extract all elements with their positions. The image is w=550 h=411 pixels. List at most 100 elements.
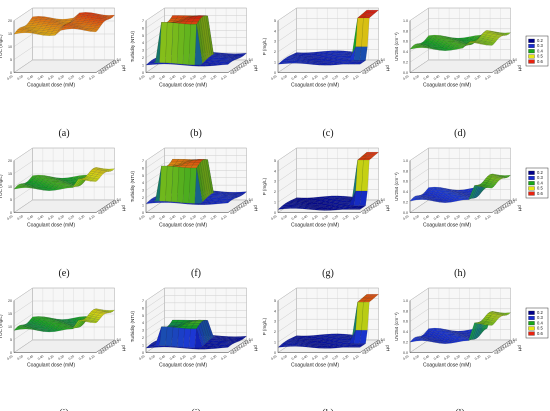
x-tick-label: 0.15 (484, 74, 492, 81)
grid-line (145, 287, 165, 301)
y-tick-label: 9.0 (381, 58, 386, 62)
y-tick-label: 6.5 (238, 205, 243, 209)
x-tick-label: 0.35 (311, 214, 319, 221)
x-tick-label: 0.15 (220, 74, 228, 81)
y-tick-label: 6.0 (368, 347, 373, 351)
z-tick-label: 3 (274, 180, 276, 184)
legend-entry: 0.2 (537, 170, 543, 175)
grid-line (409, 199, 429, 213)
grid-line (409, 287, 429, 301)
legend-entry: 0.5 (537, 54, 543, 59)
y-tick-label: 8.5 (511, 200, 516, 204)
x-tick-label: 0.25 (68, 74, 76, 81)
grid-line (13, 46, 33, 60)
surface-cell (353, 346, 363, 348)
x-tick-label: 0.15 (88, 74, 96, 81)
y-tick-label: 5.5 (366, 68, 371, 72)
panel-caption: (i) (59, 408, 68, 411)
y-tick-label: 7.0 (372, 344, 377, 348)
y-tick-label: 9.0 (381, 198, 386, 202)
z-axis-title: Turbidity (NTU) (130, 311, 135, 343)
y-tick-label: 6.0 (104, 347, 109, 351)
y-tick-label: 7.5 (242, 202, 247, 206)
x-tick-label: 0.50 (148, 354, 156, 361)
y-tick-label: 6.0 (368, 67, 373, 71)
z-tick-label: 20 (8, 299, 12, 303)
x-tick-label: 0.40 (433, 74, 441, 81)
chart-panel-11: 0 1 2 3 4 5 0.55 0.50 0.45 0.40 0.35 0.30 0.25 0.20 0.… (262, 287, 390, 411)
legend-entry: 0.4 (537, 180, 543, 185)
z-tick-label: 1 (274, 341, 276, 345)
x-tick-label: 0.50 (16, 354, 24, 361)
legend-entry: 0.5 (537, 326, 543, 331)
y-tick-label: 4.5 (362, 71, 367, 75)
y-tick-label: 8.0 (508, 201, 513, 205)
chart-panel-8: 0.00.20.40.60.81.00.55 0.50 0.45 0.40 0.35 0.… (394, 147, 522, 279)
x-tick-label: 0.45 (27, 214, 35, 221)
x-tick-label: 0.45 (159, 74, 167, 81)
grid-line (277, 7, 297, 21)
z-tick-label: 0.0 (403, 211, 408, 215)
x-tick-label: 0.50 (412, 214, 420, 221)
z-tick-label: 0.4 (403, 190, 408, 194)
y-tick-label: 6.5 (106, 65, 111, 69)
x-tick-label: 0.55 (138, 74, 146, 81)
x-axis-title: Coagulant dose (mM) (291, 83, 339, 89)
z-tick-label: 2 (274, 190, 276, 194)
z-axis-title: P (mg/L) (262, 37, 267, 55)
z-tick-label: 1 (274, 61, 276, 65)
grid-line (145, 147, 165, 161)
surface-cell (89, 29, 99, 33)
y-axis-line (359, 59, 379, 73)
y-tick-label: 8.0 (244, 201, 249, 205)
x-tick-label: 0.30 (453, 74, 461, 81)
z-tick-label: 2 (142, 56, 144, 60)
y-axis-line (95, 59, 115, 73)
grid-line (145, 310, 165, 324)
y-axis-line (95, 339, 115, 353)
y-tick-label: 7.5 (374, 62, 379, 66)
legend-3: 0.20.30.40.50.6 (525, 307, 549, 339)
z-tick-label: 3 (142, 329, 144, 333)
x-tick-label: 0.50 (412, 354, 420, 361)
legend-swatch (528, 321, 535, 326)
y-tick-label: 9.0 (513, 198, 518, 202)
z-tick-label: 4 (274, 169, 276, 173)
x-tick-label: 0.45 (159, 354, 167, 361)
x-tick-label: 0.55 (6, 214, 14, 221)
z-tick-label: 7 (142, 299, 144, 303)
y-tick-label: 8.0 (112, 341, 117, 345)
y-tick-label: 4.5 (98, 71, 103, 75)
x-tick-label: 0.55 (270, 354, 278, 361)
y-tick-label: 7.0 (108, 344, 113, 348)
x-tick-label: 0.30 (57, 214, 65, 221)
x-axis-title: Coagulant dose (mM) (27, 223, 75, 229)
grid-line (409, 147, 429, 161)
y-tick-label: 4.5 (494, 211, 499, 215)
y-tick-label: 7.5 (374, 202, 379, 206)
y-tick-label: 7.5 (374, 342, 379, 346)
y-tick-label: 7.0 (372, 204, 377, 208)
y-tick-label: 5.0 (100, 69, 105, 73)
x-tick-label: 0.30 (57, 74, 65, 81)
chart-panel-6: 0 1 2 3 4 5 6 7 0.55 0.50 0.45 0.40 0.35 0.30 0.25 0.20… (130, 147, 258, 279)
x-axis-title: Coagulant dose (mM) (27, 363, 75, 369)
y-tick-label: 5.0 (232, 209, 237, 213)
z-tick-label: 0.6 (403, 180, 408, 184)
x-tick-label: 0.30 (189, 354, 197, 361)
x-tick-label: 0.25 (200, 74, 208, 81)
y-tick-label: 7.0 (240, 204, 245, 208)
x-tick-label: 0.15 (484, 354, 492, 361)
grid-line (277, 28, 297, 42)
x-tick-label: 0.35 (443, 214, 451, 221)
surface-cell (486, 323, 495, 326)
grid-line (13, 7, 33, 21)
y-tick-label: 8.0 (112, 201, 117, 205)
x-axis-title: Coagulant dose (mM) (423, 223, 471, 229)
grid-line (277, 298, 297, 312)
y-tick-label: 6.5 (370, 65, 375, 69)
x-tick-label: 0.25 (200, 354, 208, 361)
y-tick-label: 9.0 (249, 58, 254, 62)
z-tick-label: 0.2 (403, 341, 408, 345)
x-tick-label: 0.35 (311, 354, 319, 361)
